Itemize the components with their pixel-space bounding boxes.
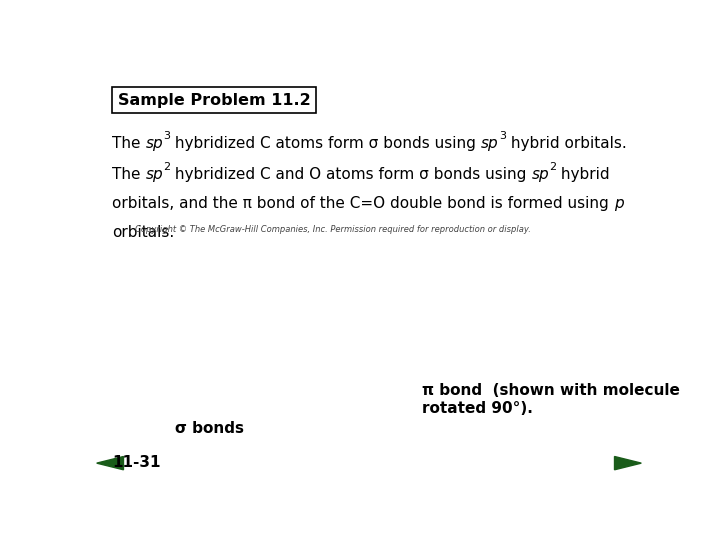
Text: orbitals, and the π bond of the C=O double bond is formed using: orbitals, and the π bond of the C=O doub…	[112, 196, 614, 211]
Text: Copyright © The McGraw-Hill Companies, Inc. Permission required for reproduction: Copyright © The McGraw-Hill Companies, I…	[135, 225, 531, 233]
Text: 2: 2	[549, 162, 557, 172]
Polygon shape	[615, 456, 642, 470]
Text: 3: 3	[499, 131, 505, 141]
Text: sp: sp	[481, 136, 499, 151]
Text: orbitals.: orbitals.	[112, 225, 174, 240]
Text: hybridized C and O atoms form σ bonds using: hybridized C and O atoms form σ bonds us…	[171, 167, 531, 182]
Text: hybrid orbitals.: hybrid orbitals.	[505, 136, 626, 151]
Text: hybridized C atoms form σ bonds using: hybridized C atoms form σ bonds using	[171, 136, 481, 151]
Text: σ bonds: σ bonds	[176, 421, 245, 436]
Text: hybrid: hybrid	[557, 167, 610, 182]
Text: 2: 2	[163, 162, 171, 172]
Text: 11-31: 11-31	[112, 455, 161, 470]
Text: The: The	[112, 136, 145, 151]
Text: Sample Problem 11.2: Sample Problem 11.2	[118, 93, 310, 107]
Text: 3: 3	[163, 131, 171, 141]
Text: π bond  (shown with molecule
rotated 90°).: π bond (shown with molecule rotated 90°)…	[422, 383, 680, 416]
Polygon shape	[96, 456, 124, 470]
Text: The: The	[112, 167, 145, 182]
Text: sp: sp	[145, 136, 163, 151]
Text: p: p	[614, 196, 624, 211]
Text: sp: sp	[531, 167, 549, 182]
Text: sp: sp	[145, 167, 163, 182]
